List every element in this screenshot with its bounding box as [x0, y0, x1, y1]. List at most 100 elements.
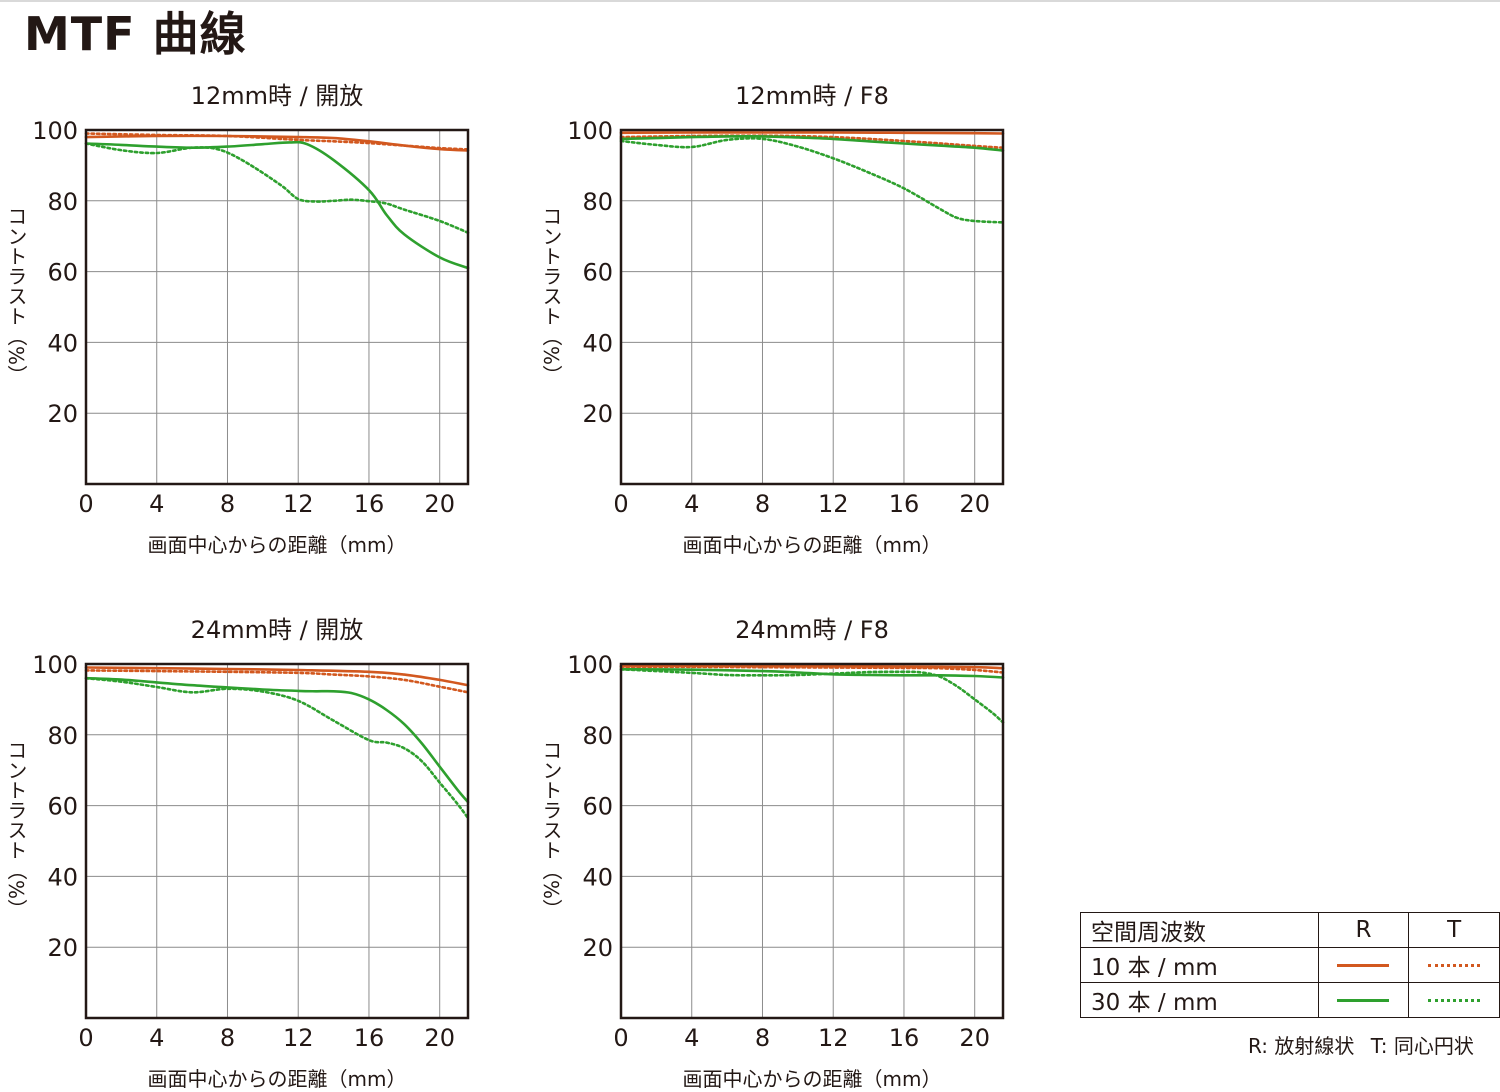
x-tick-label: 8 [755, 490, 770, 518]
x-tick-label: 0 [78, 1024, 93, 1052]
chart-title: 24mm時 / 開放 [191, 616, 364, 644]
x-tick-label: 20 [959, 1024, 990, 1052]
x-axis-label: 画面中心からの距離（mm） [148, 1067, 407, 1091]
x-tick-label: 4 [684, 1024, 699, 1052]
series-line-30-t [84, 142, 470, 234]
x-tick-label: 16 [889, 1024, 920, 1052]
page-title: MTF 曲線 [24, 7, 247, 61]
legend-table: 空間周波数 R T 10 本 / mm 30 本 / mm [1080, 912, 1500, 1018]
x-tick-label: 12 [818, 490, 849, 518]
legend-row-10: 10 本 / mm [1080, 947, 1500, 983]
y-tick-label: 100 [567, 117, 613, 145]
x-tick-label: 12 [283, 1024, 314, 1052]
series-line-30-t [619, 668, 1005, 724]
legend-swatch-cell [1408, 982, 1500, 1018]
y-tick-label: 80 [582, 188, 613, 216]
mtf-chart-3: 24mm時 / 開放 0 4 8 12 16 20 20 40 60 80 100 画面中心からの距離（… [4, 616, 470, 1091]
footnote: R: 放射線状 T: 同心円状 [1248, 1030, 1484, 1059]
y-tick-label: 20 [582, 400, 613, 428]
y-tick-label: 20 [47, 400, 78, 428]
x-tick-label: 16 [354, 1024, 385, 1052]
x-tick-label: 20 [424, 1024, 455, 1052]
mtf-chart-1: 12mm時 / 開放 0 4 8 12 16 20 20 40 60 80 100 画面中心からの距離（… [4, 82, 470, 557]
series-line-10-t [619, 665, 1005, 674]
x-tick-label: 20 [959, 490, 990, 518]
y-tick-label: 80 [47, 722, 78, 750]
y-tick-label: 80 [47, 188, 78, 216]
legend-swatch-cell [1317, 947, 1410, 983]
plot-frame [619, 662, 1005, 1020]
x-axis-label: 画面中心からの距離（mm） [683, 533, 942, 557]
x-tick-label: 0 [613, 1024, 628, 1052]
series-line-30-t [84, 676, 470, 820]
chart-title: 12mm時 / 開放 [191, 82, 364, 110]
legend-swatch-30-t [1428, 999, 1481, 1002]
series-line-30-r [619, 134, 1005, 152]
y-tick-label: 40 [582, 863, 613, 891]
series-line-10-t [84, 132, 470, 151]
chart-title: 12mm時 / F8 [735, 82, 889, 110]
y-tick-label: 40 [582, 329, 613, 357]
legend-row-30: 30 本 / mm [1080, 982, 1500, 1018]
legend-row-label: 10 本 / mm [1080, 947, 1319, 983]
y-tick-label: 80 [582, 722, 613, 750]
legend-swatch-cell [1317, 982, 1410, 1018]
x-tick-label: 12 [818, 1024, 849, 1052]
legend-swatch-cell [1408, 947, 1500, 983]
x-tick-label: 12 [283, 490, 314, 518]
legend-row-label: 30 本 / mm [1080, 982, 1319, 1018]
y-tick-label: 60 [582, 793, 613, 821]
x-tick-label: 0 [78, 490, 93, 518]
series-line-30-r [84, 676, 470, 804]
series-line-30-r [619, 668, 1005, 679]
y-tick-label: 100 [32, 651, 78, 679]
y-tick-label: 60 [47, 259, 78, 287]
series-line-30-t [619, 137, 1005, 224]
y-axis-label: コントラスト（%） [4, 740, 28, 919]
legend-col-r: R [1317, 912, 1410, 948]
legend-col-t: T [1408, 912, 1500, 948]
x-tick-label: 16 [889, 490, 920, 518]
y-tick-label: 40 [47, 329, 78, 357]
y-tick-label: 100 [567, 651, 613, 679]
series-line-10-t [84, 669, 470, 694]
plot-frame [619, 128, 1005, 486]
legend-swatch-10-r [1337, 964, 1390, 967]
x-tick-label: 8 [220, 1024, 235, 1052]
y-axis-label: コントラスト（%） [539, 740, 563, 919]
x-tick-label: 0 [613, 490, 628, 518]
x-tick-label: 8 [755, 1024, 770, 1052]
y-tick-label: 60 [582, 259, 613, 287]
legend-swatch-30-r [1337, 999, 1390, 1002]
x-tick-label: 4 [149, 490, 164, 518]
y-axis-label: コントラスト（%） [539, 206, 563, 385]
mtf-chart-4: 24mm時 / F8 0 4 8 12 16 20 20 40 60 80 100 画面中心からの距離（… [539, 616, 1005, 1091]
x-axis-label: 画面中心からの距離（mm） [683, 1067, 942, 1091]
y-tick-label: 40 [47, 863, 78, 891]
legend-header-row: 空間周波数 R T [1080, 912, 1500, 948]
series-line-10-r [84, 666, 470, 687]
plot-frame [84, 662, 470, 1020]
x-tick-label: 4 [149, 1024, 164, 1052]
mtf-chart-2: 12mm時 / F8 0 4 8 12 16 20 20 40 60 80 100 画面中心からの距離（… [539, 82, 1005, 557]
x-axis-label: 画面中心からの距離（mm） [148, 533, 407, 557]
top-rule [0, 0, 1500, 2]
series-line-30-r [84, 140, 470, 270]
footnote-r: R: 放射線状 [1248, 1034, 1355, 1058]
y-tick-label: 100 [32, 117, 78, 145]
y-tick-label: 20 [582, 934, 613, 962]
legend-swatch-10-t [1428, 964, 1481, 967]
y-tick-label: 20 [47, 934, 78, 962]
y-tick-label: 60 [47, 793, 78, 821]
footnote-t: T: 同心円状 [1370, 1034, 1474, 1058]
x-tick-label: 16 [354, 490, 385, 518]
x-tick-label: 20 [424, 490, 455, 518]
series-line-10-r [619, 131, 1005, 135]
x-tick-label: 8 [220, 490, 235, 518]
legend-header-label: 空間周波数 [1080, 912, 1319, 948]
y-axis-label: コントラスト（%） [4, 206, 28, 385]
x-tick-label: 4 [684, 490, 699, 518]
chart-title: 24mm時 / F8 [735, 616, 889, 644]
plot-frame [84, 128, 470, 486]
